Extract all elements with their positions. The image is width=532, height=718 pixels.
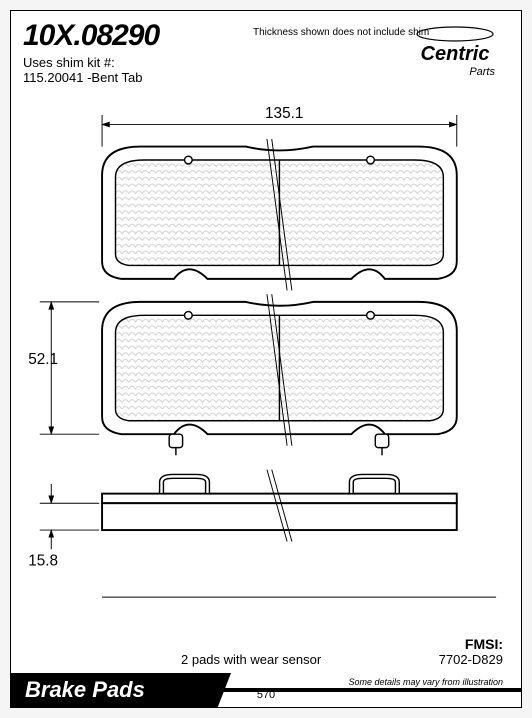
pad-top-view <box>102 139 457 290</box>
thickness-note: Thickness shown does not include shim <box>253 27 429 38</box>
dim-thickness: 15.8 <box>28 484 99 569</box>
fmsi-value: 7702-D829 <box>439 652 503 667</box>
dim-height-value: 52.1 <box>28 351 58 368</box>
header: 10X.08290 Uses shim kit #: 115.20041 -Be… <box>23 19 509 89</box>
logo-swoosh-icon <box>415 25 495 43</box>
dim-thickness-value: 15.8 <box>28 553 58 570</box>
pad-side-view <box>102 470 457 542</box>
dim-height: 52.1 <box>28 302 99 434</box>
footer-note: 2 pads with wear sensor <box>181 652 321 667</box>
footer: 2 pads with wear sensor FMSI: 7702-D829 … <box>11 647 521 707</box>
category-label: Brake Pads <box>11 673 231 707</box>
fmsi-label: FMSI: <box>465 636 503 652</box>
diagram-canvas: 135.1 <box>11 89 521 649</box>
brand-name: Centric <box>415 43 495 66</box>
page-number: 570 <box>257 689 275 701</box>
dim-width: 135.1 <box>102 105 457 147</box>
dim-width-value: 135.1 <box>265 105 303 122</box>
spec-sheet: 10X.08290 Uses shim kit #: 115.20041 -Be… <box>10 10 522 708</box>
pad-bottom-view <box>102 294 457 455</box>
brand-logo: Centric Parts <box>415 25 495 78</box>
brand-sub: Parts <box>415 66 495 78</box>
